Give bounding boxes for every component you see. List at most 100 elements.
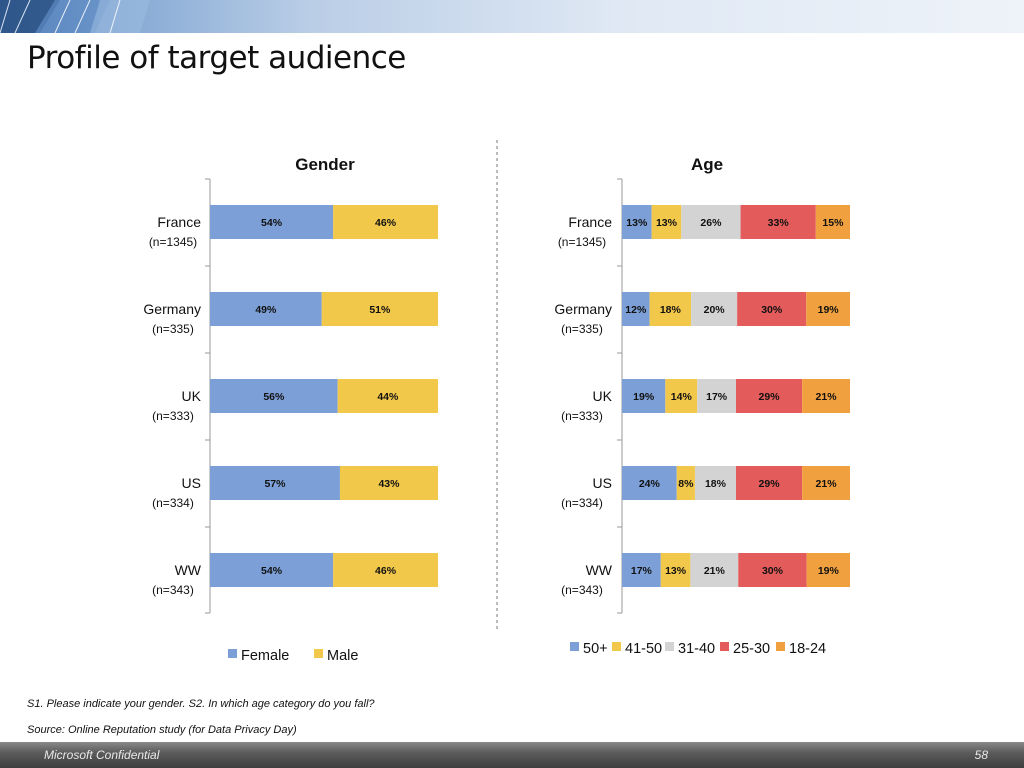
age-bar-uk-50 — [622, 379, 666, 413]
gender-sample-size-uk: (n=333) — [152, 409, 194, 423]
gender-category-label-uk: UK — [182, 388, 202, 404]
age-legend-swatch-31-40 — [665, 642, 674, 651]
age-sample-size-germany: (n=335) — [561, 322, 603, 336]
age-bar-label-germany-31-40: 20% — [704, 304, 726, 316]
age-legend-swatch-18-24 — [776, 642, 785, 651]
gender-bar-label-germany-female: 49% — [255, 304, 277, 316]
age-bar-germany-41-50 — [649, 292, 692, 326]
gender-sample-size-ww: (n=343) — [152, 583, 194, 597]
gender-bar-label-us-female: 57% — [264, 478, 286, 490]
age-bar-germany-25-30 — [737, 292, 807, 326]
age-bar-label-ww-18-24: 19% — [818, 565, 840, 577]
age-bar-us-50 — [622, 466, 677, 500]
gender-bar-ww-female — [210, 553, 334, 587]
confidential-label: Microsoft Confidential — [44, 748, 160, 762]
age-legend-swatch-50 — [570, 642, 579, 651]
gender-category-label-ww: WW — [175, 562, 202, 578]
age-category-label-germany: Germany — [554, 301, 612, 317]
age-bar-label-uk-50: 19% — [633, 391, 655, 403]
age-bar-label-uk-18-24: 21% — [816, 391, 838, 403]
age-sample-size-france: (n=1345) — [558, 235, 606, 249]
gender-bar-label-ww-male: 46% — [375, 565, 397, 577]
age-bar-france-18-24 — [815, 205, 850, 239]
age-bar-ww-18-24 — [806, 553, 850, 587]
age-bar-us-31-40 — [694, 466, 736, 500]
age-bar-ww-41-50 — [660, 553, 691, 587]
gender-bar-france-male — [333, 205, 438, 239]
age-bar-label-us-41-50: 8% — [678, 478, 694, 490]
age-bar-france-41-50 — [651, 205, 682, 239]
age-bar-germany-31-40 — [691, 292, 738, 326]
gender-bar-us-female — [210, 466, 340, 500]
age-bar-label-us-50: 24% — [639, 478, 661, 490]
age-bar-germany-18-24 — [806, 292, 850, 326]
age-bar-us-18-24 — [802, 466, 850, 500]
gender-sample-size-france: (n=1345) — [149, 235, 197, 249]
footer-bar: Microsoft Confidential 58 — [0, 742, 1024, 768]
age-bar-label-ww-25-30: 30% — [762, 565, 784, 577]
header-banner — [0, 0, 1024, 33]
age-bar-ww-25-30 — [738, 553, 807, 587]
age-bar-france-31-40 — [681, 205, 741, 239]
age-legend-swatch-41-50 — [612, 642, 621, 651]
gender-sample-size-germany: (n=335) — [152, 322, 194, 336]
age-bar-ww-31-40 — [690, 553, 739, 587]
age-bar-label-germany-41-50: 18% — [660, 304, 682, 316]
page-number: 58 — [974, 748, 988, 762]
gender-legend-label-female: Female — [241, 648, 289, 664]
age-bar-us-25-30 — [736, 466, 803, 500]
gender-chart-title: Gender — [295, 155, 355, 174]
age-legend-label-25-30: 25-30 — [733, 641, 770, 657]
gender-legend-swatch-female — [228, 649, 237, 658]
age-sample-size-uk: (n=333) — [561, 409, 603, 423]
age-bar-uk-18-24 — [802, 379, 850, 413]
age-bar-label-france-18-24: 15% — [822, 217, 844, 229]
gender-category-label-germany: Germany — [143, 301, 201, 317]
gender-bar-label-us-male: 43% — [378, 478, 400, 490]
age-legend-label-41-50: 41-50 — [625, 641, 662, 657]
age-bar-label-germany-50: 12% — [625, 304, 647, 316]
gender-legend-label-male: Male — [327, 648, 358, 664]
age-legend-label-31-40: 31-40 — [678, 641, 715, 657]
gender-legend-swatch-male — [314, 649, 323, 658]
age-chart: Age France (n=1345) 13% 13% 26% 33% 15% Germany (… — [554, 155, 850, 657]
age-bar-label-us-25-30: 29% — [759, 478, 781, 490]
age-sample-size-ww: (n=343) — [561, 583, 603, 597]
gender-bar-label-germany-male: 51% — [369, 304, 391, 316]
age-bar-uk-31-40 — [697, 379, 736, 413]
age-bar-uk-41-50 — [665, 379, 698, 413]
age-bar-label-germany-18-24: 19% — [818, 304, 840, 316]
age-bar-label-ww-31-40: 21% — [704, 565, 726, 577]
gender-category-label-us: US — [182, 475, 201, 491]
gender-bar-label-france-male: 46% — [375, 217, 397, 229]
gender-category-label-france: France — [157, 214, 201, 230]
age-bar-ww-50 — [622, 553, 661, 587]
age-bar-us-41-50 — [676, 466, 695, 500]
age-bar-france-50 — [622, 205, 652, 239]
age-bar-label-germany-25-30: 30% — [761, 304, 783, 316]
age-bar-france-25-30 — [740, 205, 816, 239]
age-legend-swatch-25-30 — [720, 642, 729, 651]
slide-title: Profile of target audience — [27, 40, 406, 76]
footnote-question: S1. Please indicate your gender. S2. In … — [27, 698, 375, 710]
age-bar-label-ww-41-50: 13% — [665, 565, 687, 577]
age-bar-uk-25-30 — [736, 379, 803, 413]
gender-chart: Gender France (n=1345) 54% 46% Germany (n=335)… — [143, 155, 438, 664]
age-category-label-france: France — [568, 214, 612, 230]
age-bar-label-uk-41-50: 14% — [671, 391, 693, 403]
age-category-label-uk: UK — [593, 388, 613, 404]
age-category-label-ww: WW — [586, 562, 613, 578]
age-bar-label-france-41-50: 13% — [656, 217, 678, 229]
age-category-label-us: US — [593, 475, 612, 491]
age-bar-label-uk-25-30: 29% — [759, 391, 781, 403]
gender-bar-uk-male — [337, 379, 438, 413]
gender-bar-uk-female — [210, 379, 338, 413]
gender-sample-size-us: (n=334) — [152, 496, 194, 510]
age-bar-label-uk-31-40: 17% — [706, 391, 728, 403]
gender-bar-ww-male — [333, 553, 438, 587]
gender-bar-germany-female — [210, 292, 322, 326]
building-graphic — [0, 0, 150, 33]
gender-bar-france-female — [210, 205, 334, 239]
footnote-source: Source: Online Reputation study (for Dat… — [27, 724, 297, 736]
charts-canvas: Gender France (n=1345) 54% 46% Germany (n=335)… — [143, 140, 850, 664]
